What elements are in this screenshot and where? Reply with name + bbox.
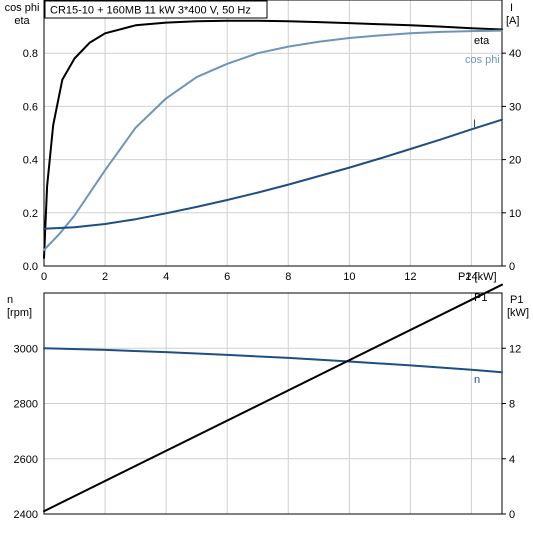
top-left-tick-label: 0.4 [23,155,38,167]
top-right-tick-label: 30 [509,101,521,113]
top-left-tick-label: 0.8 [23,48,38,60]
top-right-tick-label: 10 [509,208,521,220]
bottom-grid [44,293,502,514]
series-cos-phi-label: cos phi [465,54,500,66]
top-right-axis-label: [A] [506,15,519,27]
bottom-left-tick-label: 2400 [14,509,38,521]
top-x-tick-label: 6 [224,271,230,283]
bottom-left-tick-label: 3000 [14,343,38,355]
top-left-axis-label: eta [14,15,30,27]
top-x-tick-label: 12 [404,271,416,283]
bottom-right-tick-label: 0 [509,509,515,521]
top-x-tick-label: 0 [41,271,47,283]
top-right-axis-label: I [510,2,513,14]
series-p1-line [43,283,503,513]
top-grid [44,0,502,266]
chart-title-box [44,0,268,19]
top-x-tick-label: 2 [102,271,108,283]
top-left-tick-label: 0.2 [23,208,38,220]
series-i-line [43,118,503,230]
bottom-right-tick-label: 12 [509,343,521,355]
bottom-right-tick-label: 4 [509,454,515,466]
top-right-tick-label: 20 [509,155,521,167]
top-series: eta cos phi I [43,19,503,259]
top-x-tick-label: 10 [343,271,355,283]
bottom-right-tick-label: 8 [509,399,515,411]
top-left-axis-label: cos phi [5,2,40,14]
series-eta-line [43,19,503,259]
top-left-tick-label: 0.0 [23,261,38,273]
series-eta-label: eta [474,35,490,47]
series-n-label: n [474,374,480,386]
series-cos-phi-line [43,29,503,251]
top-x-axis-label: P2 [kW] [458,271,497,283]
series-n-line [43,347,503,374]
series-p1-label: P1 [474,292,487,304]
top-ticks: 0 2 4 6 8 10 12 14 0.0 0.2 0.4 0.6 0.8 0 10 20 30 40 [23,48,522,283]
bottom-left-tick-label: 2600 [14,454,38,466]
top-x-tick-label: 14 [465,271,477,283]
top-plot-frame [43,0,503,267]
bottom-left-axis-label: [rpm] [7,307,32,319]
bottom-left-axis-label: n [7,294,13,306]
top-right-tick-label: 0 [509,261,515,273]
series-i-label: I [473,118,476,130]
bottom-ticks: 2400 2600 2800 3000 0 4 8 12 [14,343,522,521]
bottom-right-axis-label: P1 [510,294,523,306]
bottom-left-tick-label: 2800 [14,399,38,411]
top-right-tick-label: 40 [509,48,521,60]
top-x-tick-label: 4 [163,271,169,283]
bottom-right-axis-label: [kW] [507,307,529,319]
bottom-series: n P1 [43,283,503,513]
chart-title: CR15-10 + 160MB 11 kW 3*400 V, 50 Hz [50,5,251,17]
top-panel: CR15-10 + 160MB 11 kW 3*400 V, 50 Hz cos… [5,0,522,283]
top-left-tick-label: 0.6 [23,101,38,113]
top-x-tick-label: 8 [285,271,291,283]
bottom-panel: n [rpm] P1 [kW] 2400 2600 2800 3000 0 4 8 12 n P… [7,283,529,521]
